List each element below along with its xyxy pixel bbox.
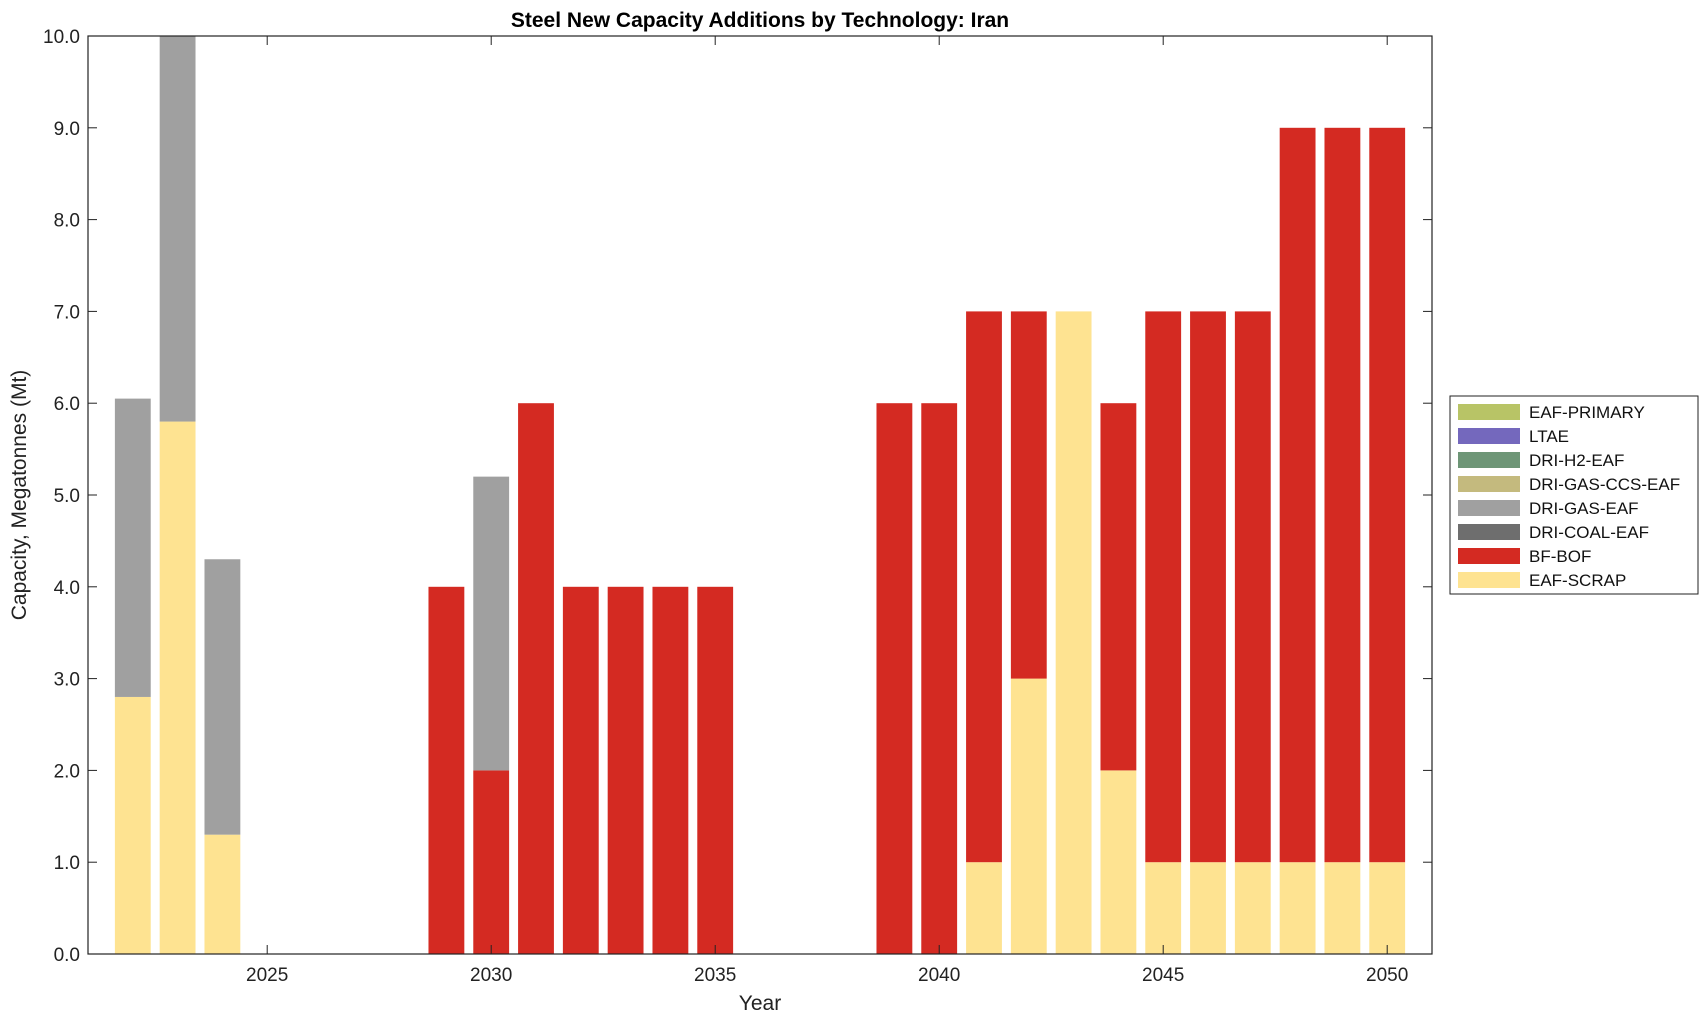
bar-bf-bof-2045 bbox=[1145, 311, 1182, 863]
bar-eaf-scrap-2024 bbox=[204, 834, 241, 954]
x-tick-label: 2025 bbox=[246, 965, 288, 986]
bars-group bbox=[114, 36, 1406, 954]
x-axis-label: Year bbox=[739, 992, 781, 1015]
bar-bf-bof-2040 bbox=[921, 403, 958, 954]
x-axis: 2025 2030 2035 2040 2045 2050 bbox=[246, 36, 1408, 986]
legend-label-eaf-primary: EAF-PRIMARY bbox=[1529, 403, 1645, 422]
bar-eaf-scrap-2048 bbox=[1279, 862, 1316, 954]
bar-bf-bof-2034 bbox=[652, 586, 689, 954]
y-tick-label: 1.0 bbox=[54, 853, 80, 874]
legend-label-eaf-scrap: EAF-SCRAP bbox=[1529, 571, 1626, 590]
y-tick-label: 0.0 bbox=[54, 945, 80, 966]
bar-bf-bof-2050 bbox=[1369, 127, 1406, 863]
legend: EAF-PRIMARY LTAE DRI-H2-EAF DRI-GAS-CCS-EAF… bbox=[1449, 395, 1699, 595]
x-tick-label: 2045 bbox=[1142, 965, 1184, 986]
chart-title: Steel New Capacity Additions by Technolo… bbox=[511, 9, 1009, 32]
bar-bf-bof-2046 bbox=[1190, 311, 1226, 863]
y-tick-label: 9.0 bbox=[54, 119, 80, 140]
legend-swatch-dri-gas-eaf bbox=[1458, 500, 1520, 516]
y-tick-label: 7.0 bbox=[54, 302, 80, 323]
legend-label-dri-gas-eaf: DRI-GAS-EAF bbox=[1529, 499, 1639, 518]
bar-eaf-scrap-2045 bbox=[1145, 862, 1182, 954]
bar-eaf-scrap-2041 bbox=[966, 862, 1002, 954]
y-tick-label: 3.0 bbox=[54, 670, 80, 691]
bar-bf-bof-2031 bbox=[518, 403, 554, 954]
y-tick-label: 10.0 bbox=[43, 27, 80, 48]
legend-label-ltae: LTAE bbox=[1529, 427, 1569, 446]
bar-dri-gas-eaf-2024 bbox=[204, 559, 241, 835]
y-tick-label: 6.0 bbox=[54, 394, 80, 415]
plot-frame bbox=[87, 35, 1433, 955]
bar-eaf-scrap-2044 bbox=[1100, 770, 1137, 954]
y-tick-label: 4.0 bbox=[54, 578, 80, 599]
y-tick-label: 8.0 bbox=[54, 211, 80, 232]
y-tick-label: 5.0 bbox=[54, 486, 80, 507]
legend-label-dri-gas-ccs-eaf: DRI-GAS-CCS-EAF bbox=[1529, 475, 1680, 494]
bar-eaf-scrap-2049 bbox=[1324, 862, 1361, 954]
bar-eaf-scrap-2043 bbox=[1055, 311, 1092, 954]
bar-bf-bof-2030 bbox=[473, 770, 510, 954]
bar-bf-bof-2047 bbox=[1234, 311, 1271, 863]
bar-eaf-scrap-2047 bbox=[1234, 862, 1271, 954]
x-tick-label: 2040 bbox=[918, 965, 960, 986]
bar-eaf-scrap-2023 bbox=[159, 421, 196, 954]
legend-swatch-dri-gas-ccs-eaf bbox=[1458, 476, 1520, 492]
legend-label-dri-coal-eaf: DRI-COAL-EAF bbox=[1529, 523, 1649, 542]
legend-swatch-dri-coal-eaf bbox=[1458, 524, 1520, 540]
bar-eaf-scrap-2050 bbox=[1369, 862, 1406, 954]
legend-swatch-ltae bbox=[1458, 428, 1520, 444]
legend-swatch-dri-h2-eaf bbox=[1458, 452, 1520, 468]
y-axis: 0.0 1.0 2.0 3.0 4.0 5.0 6.0 7.0 8.0 9.0 10.0 bbox=[43, 27, 1432, 966]
bar-bf-bof-2033 bbox=[607, 586, 644, 954]
bar-bf-bof-2029 bbox=[428, 586, 465, 954]
bar-bf-bof-2039 bbox=[876, 403, 913, 954]
legend-swatch-bf-bof bbox=[1458, 548, 1520, 564]
bar-bf-bof-2042 bbox=[1010, 311, 1047, 679]
bar-eaf-scrap-2042 bbox=[1010, 678, 1047, 954]
bar-bf-bof-2032 bbox=[562, 586, 599, 954]
legend-swatch-eaf-primary bbox=[1458, 404, 1520, 420]
bar-bf-bof-2035 bbox=[697, 586, 734, 954]
legend-label-bf-bof: BF-BOF bbox=[1529, 547, 1591, 566]
legend-swatch-eaf-scrap bbox=[1458, 572, 1520, 588]
bar-bf-bof-2049 bbox=[1324, 127, 1361, 863]
bar-dri-gas-eaf-2022 bbox=[114, 398, 151, 697]
bar-dri-gas-eaf-2023 bbox=[159, 36, 196, 422]
y-tick-label: 2.0 bbox=[54, 761, 80, 782]
bar-eaf-scrap-2022 bbox=[114, 696, 151, 954]
bar-bf-bof-2041 bbox=[966, 311, 1002, 863]
x-tick-label: 2030 bbox=[470, 965, 512, 986]
legend-label-dri-h2-eaf: DRI-H2-EAF bbox=[1529, 451, 1624, 470]
bar-bf-bof-2048 bbox=[1279, 127, 1316, 863]
bar-bf-bof-2044 bbox=[1100, 403, 1137, 771]
bar-dri-gas-eaf-2030 bbox=[473, 476, 510, 771]
y-axis-label: Capacity, Megatonnes (Mt) bbox=[8, 370, 31, 621]
x-tick-label: 2035 bbox=[694, 965, 736, 986]
bar-eaf-scrap-2046 bbox=[1190, 862, 1226, 954]
x-tick-label: 2050 bbox=[1366, 965, 1408, 986]
